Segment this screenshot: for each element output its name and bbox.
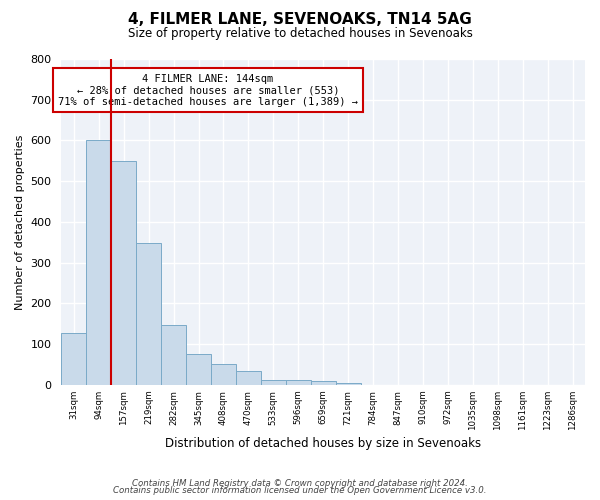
Bar	[86, 140, 111, 385]
Bar	[335, 383, 361, 385]
Y-axis label: Number of detached properties: Number of detached properties	[15, 134, 25, 310]
Bar	[211, 364, 236, 385]
Bar	[111, 161, 136, 385]
Text: Size of property relative to detached houses in Sevenoaks: Size of property relative to detached ho…	[128, 28, 472, 40]
Text: 4, FILMER LANE, SEVENOAKS, TN14 5AG: 4, FILMER LANE, SEVENOAKS, TN14 5AG	[128, 12, 472, 28]
Bar	[286, 380, 311, 385]
Text: Contains HM Land Registry data © Crown copyright and database right 2024.: Contains HM Land Registry data © Crown c…	[132, 478, 468, 488]
Text: 4 FILMER LANE: 144sqm
← 28% of detached houses are smaller (553)
71% of semi-det: 4 FILMER LANE: 144sqm ← 28% of detached …	[58, 74, 358, 107]
Bar	[311, 380, 335, 385]
Bar	[186, 354, 211, 385]
Text: Contains public sector information licensed under the Open Government Licence v3: Contains public sector information licen…	[113, 486, 487, 495]
X-axis label: Distribution of detached houses by size in Sevenoaks: Distribution of detached houses by size …	[165, 437, 481, 450]
Bar	[261, 380, 286, 385]
Bar	[236, 372, 261, 385]
Bar	[136, 243, 161, 385]
Bar	[61, 332, 86, 385]
Bar	[161, 324, 186, 385]
